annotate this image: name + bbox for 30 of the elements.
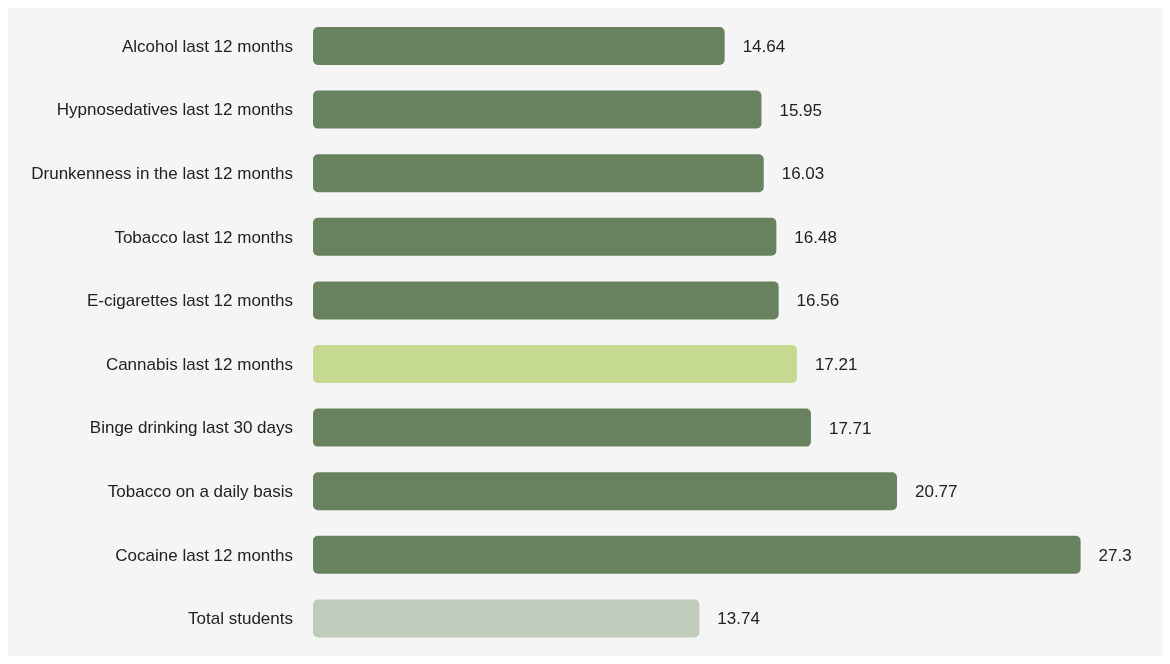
y-tick-label: Binge drinking last 30 days <box>89 418 293 438</box>
data-label: 14.64 <box>742 37 786 57</box>
y-tick-label: E-cigarettes last 12 months <box>87 291 293 311</box>
data-label: 17.21 <box>814 355 858 375</box>
bar <box>313 90 762 129</box>
data-label: 20.77 <box>914 482 958 502</box>
data-label: 13.74 <box>717 609 760 629</box>
bar <box>313 27 725 65</box>
y-tick-label: Cannabis last 12 months <box>105 354 293 374</box>
y-tick-label: Drunkenness in the last 12 months <box>31 164 293 184</box>
bar <box>313 154 764 193</box>
bar <box>313 408 811 447</box>
y-tick-label: Alcohol last 12 months <box>121 36 293 56</box>
y-tick-label: Tobacco on a daily basis <box>107 482 293 502</box>
data-label: 16.03 <box>781 164 825 184</box>
bar <box>313 345 797 383</box>
y-tick-label: Total students <box>188 609 293 629</box>
bar <box>313 281 779 320</box>
y-tick-label: Hypnosedatives last 12 months <box>56 100 293 120</box>
y-tick-label: Cocaine last 12 months <box>115 545 293 565</box>
bar <box>313 599 700 638</box>
bar <box>313 472 897 511</box>
data-label: 16.56 <box>796 291 840 311</box>
data-label: 17.71 <box>828 418 872 438</box>
bar <box>313 535 1081 574</box>
bar <box>313 217 777 256</box>
data-label: 27.3 <box>1098 545 1132 565</box>
data-label: 16.48 <box>794 227 837 247</box>
data-label: 15.95 <box>779 100 823 120</box>
y-tick-label: Tobacco last 12 months <box>114 227 293 247</box>
